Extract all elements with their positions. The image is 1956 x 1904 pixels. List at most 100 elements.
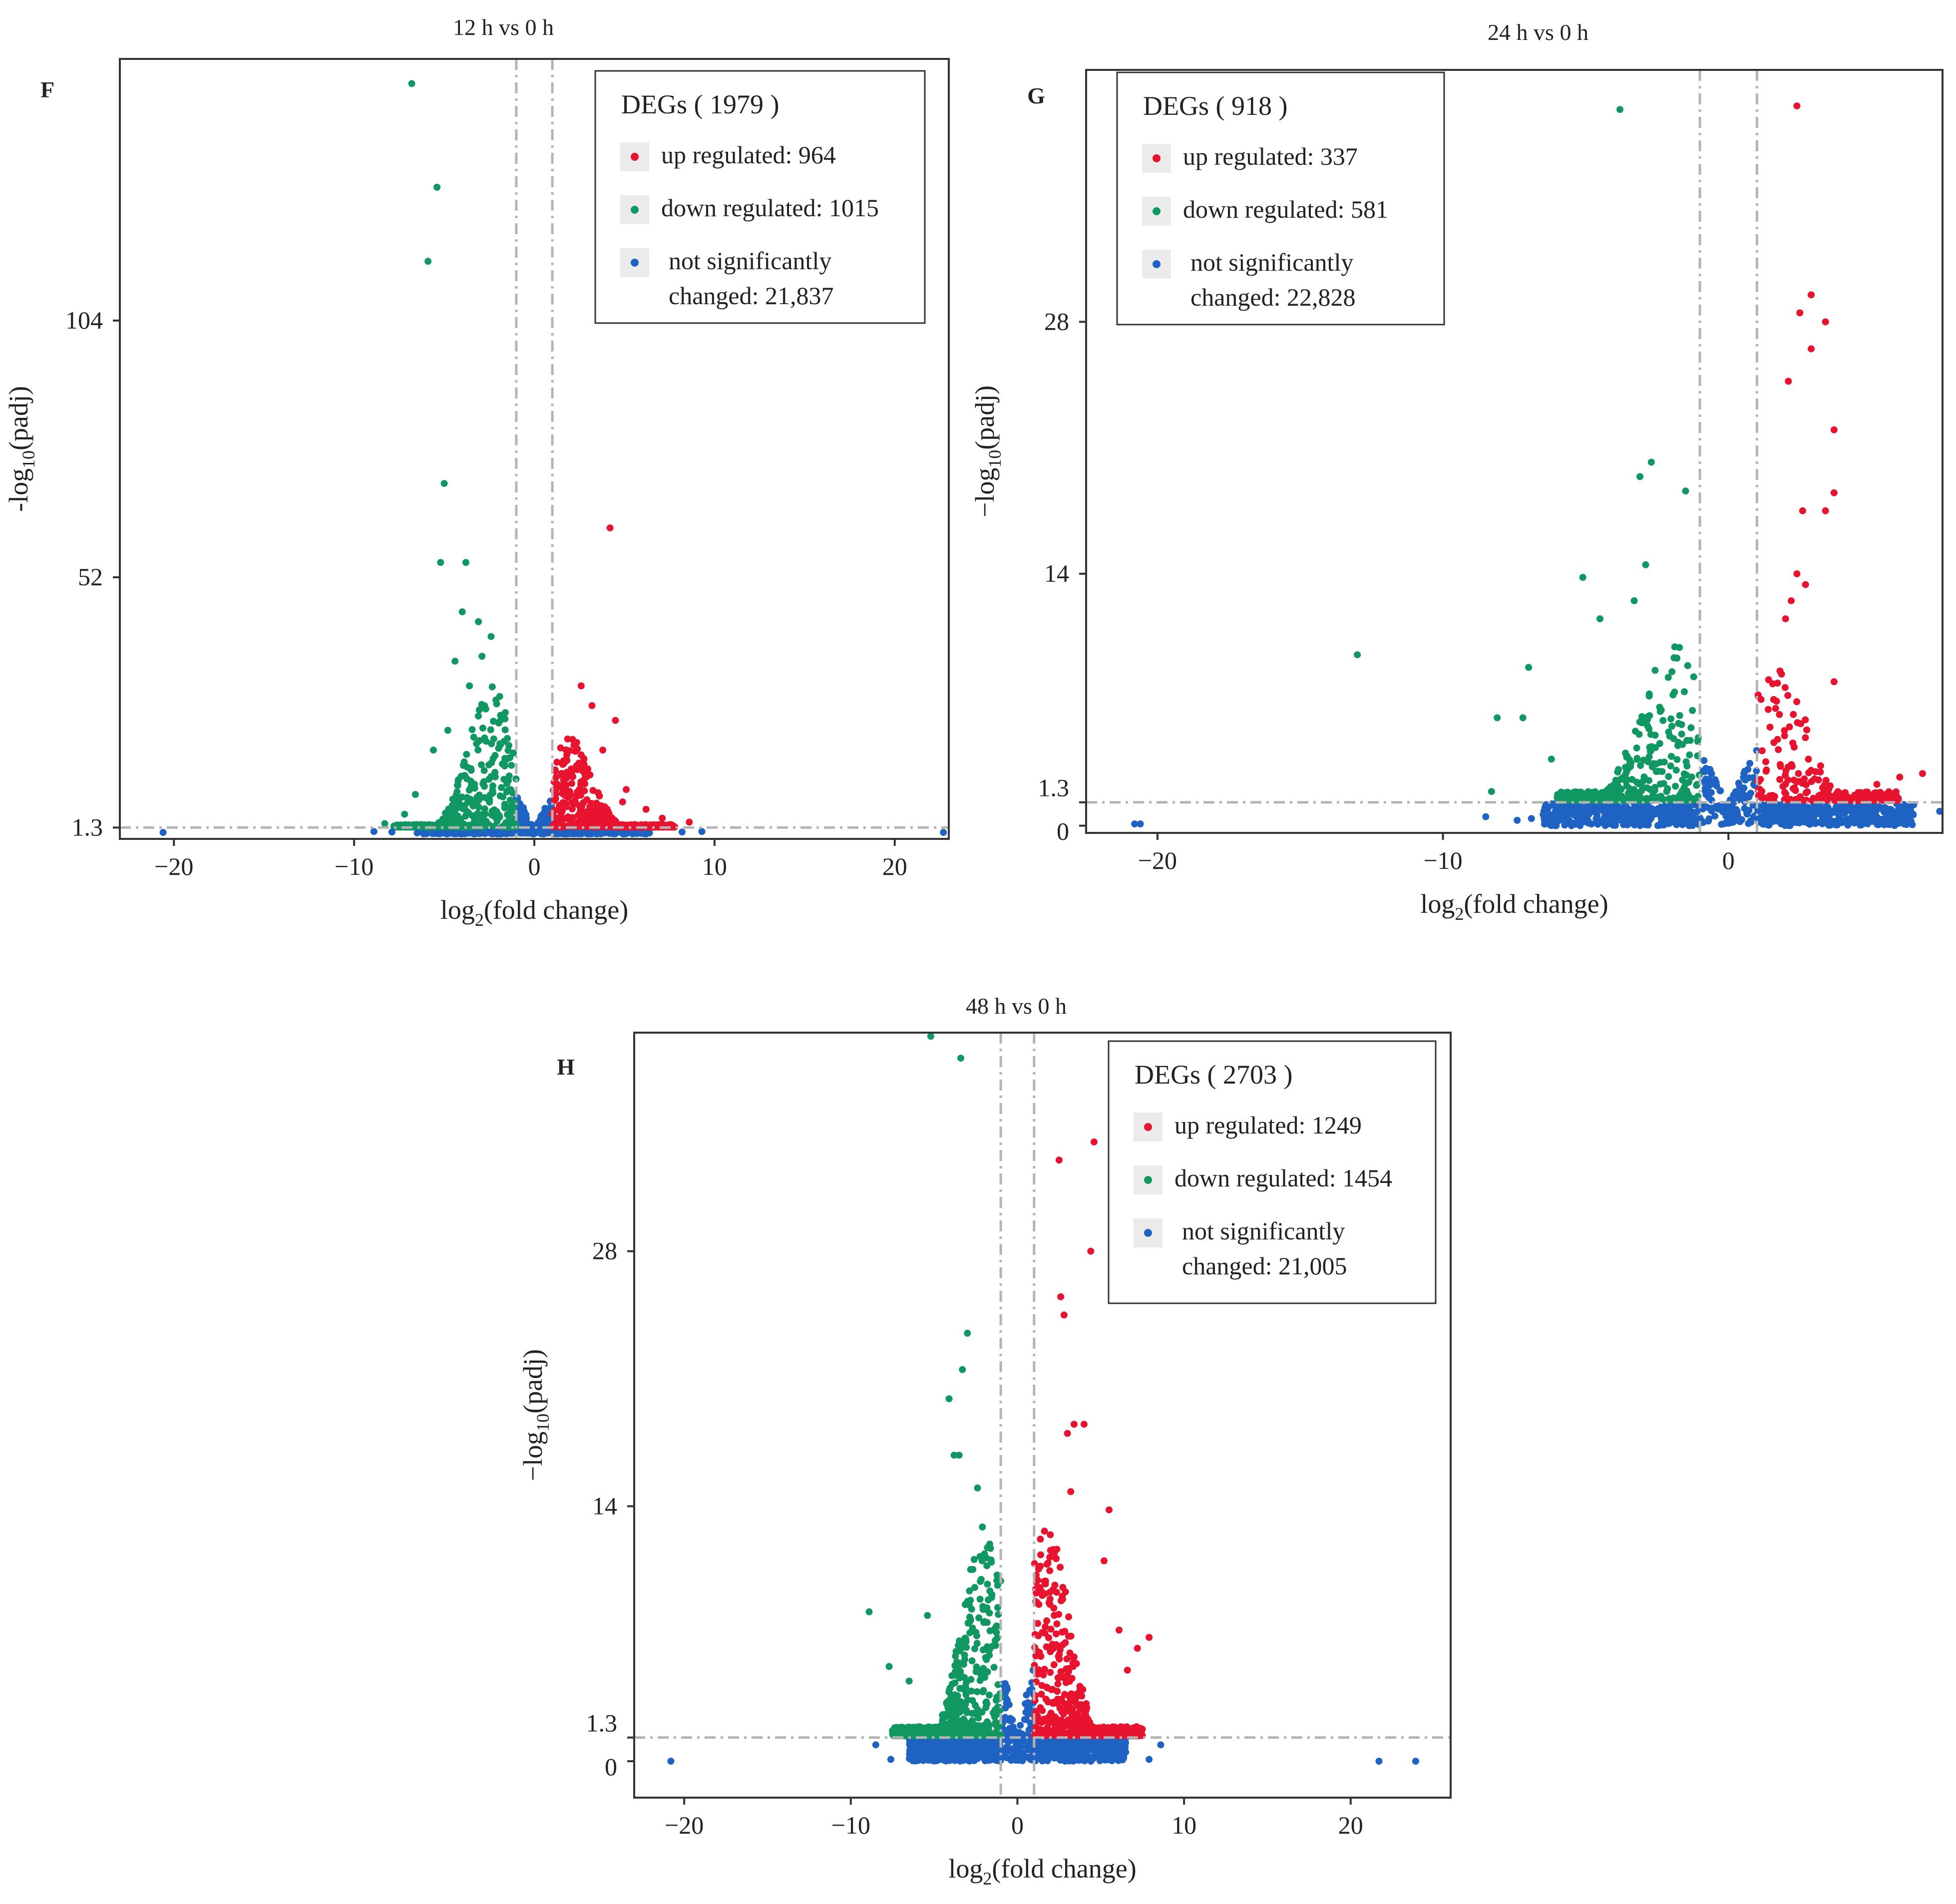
up-point bbox=[1794, 719, 1801, 726]
ns-point bbox=[1099, 1739, 1106, 1746]
up-point bbox=[1877, 789, 1884, 796]
down-point bbox=[1661, 759, 1668, 765]
down-point bbox=[1671, 643, 1678, 650]
ns-point bbox=[1038, 1752, 1045, 1759]
up-point bbox=[1062, 1639, 1069, 1646]
down-point bbox=[475, 618, 482, 625]
ns-point bbox=[1739, 792, 1746, 799]
ns-point bbox=[1762, 806, 1769, 813]
up-point bbox=[560, 771, 567, 778]
up-point bbox=[1776, 776, 1783, 783]
up-point bbox=[1065, 1613, 1072, 1620]
down-point bbox=[1670, 654, 1677, 661]
up-point bbox=[1045, 1559, 1052, 1566]
down-point bbox=[1638, 720, 1645, 727]
up-point bbox=[1874, 781, 1881, 788]
up-point bbox=[596, 792, 603, 799]
x-axis-label: log2(fold change) bbox=[1420, 889, 1608, 924]
x-tick-label: −20 bbox=[1138, 846, 1177, 874]
ns-point bbox=[1105, 1755, 1112, 1762]
ns-point bbox=[1700, 757, 1707, 764]
y-tick-label: 104 bbox=[65, 306, 103, 334]
ns-point bbox=[1623, 807, 1630, 814]
down-point bbox=[1683, 759, 1690, 765]
ns-point bbox=[1617, 806, 1624, 813]
up-point bbox=[1775, 746, 1782, 753]
ns-point bbox=[1859, 816, 1866, 823]
up-point bbox=[1799, 507, 1806, 514]
up-point bbox=[1071, 1653, 1078, 1660]
legend-down-label: down regulated: 581 bbox=[1183, 195, 1388, 223]
up-point bbox=[1793, 570, 1800, 577]
y-tick-label: 14 bbox=[1044, 559, 1069, 587]
up-point bbox=[1776, 711, 1783, 718]
ns-point bbox=[1026, 1702, 1033, 1709]
ns-point bbox=[1718, 805, 1725, 812]
ns-point bbox=[989, 1746, 996, 1753]
ns-point bbox=[1571, 820, 1578, 827]
ns-point bbox=[1736, 783, 1743, 790]
ns-point bbox=[1804, 819, 1811, 826]
ns-point bbox=[1542, 804, 1549, 811]
up-point bbox=[601, 803, 608, 810]
ns-point bbox=[1718, 821, 1725, 828]
up-point bbox=[562, 747, 569, 754]
up-point bbox=[599, 747, 606, 754]
down-point bbox=[504, 787, 511, 794]
down-point bbox=[1623, 776, 1630, 783]
ns-point bbox=[1114, 1752, 1121, 1759]
down-point bbox=[401, 811, 408, 818]
down-point bbox=[485, 762, 492, 768]
y-axis-label-suffix: (padj) bbox=[970, 385, 1000, 450]
up-point bbox=[553, 774, 560, 781]
down-point bbox=[461, 805, 468, 812]
up-point bbox=[1831, 489, 1838, 496]
ns-point bbox=[1081, 1757, 1088, 1764]
up-point bbox=[1781, 733, 1788, 740]
ns-point bbox=[371, 828, 378, 835]
ns-point bbox=[1814, 810, 1821, 817]
ns-point bbox=[1609, 809, 1616, 816]
down-point bbox=[1618, 785, 1625, 792]
down-point bbox=[478, 653, 485, 660]
up-point bbox=[1782, 790, 1789, 797]
up-point bbox=[623, 786, 630, 793]
down-point bbox=[1658, 707, 1665, 714]
ns-point bbox=[1059, 1748, 1066, 1755]
y-tick-label: 1.3 bbox=[1038, 774, 1070, 802]
down-point bbox=[1633, 745, 1640, 752]
down-point bbox=[493, 808, 500, 815]
ns-point bbox=[1766, 818, 1773, 825]
up-point bbox=[1765, 676, 1772, 683]
y-tick-label: 0 bbox=[1057, 817, 1069, 845]
x-tick-label: −20 bbox=[154, 852, 193, 880]
down-point bbox=[1623, 769, 1630, 776]
up-point bbox=[1919, 770, 1926, 777]
down-point bbox=[1690, 673, 1697, 680]
legend-ns-label: not significantly bbox=[669, 247, 831, 275]
ns-point bbox=[1098, 1756, 1105, 1763]
ns-point bbox=[539, 830, 546, 837]
up-point bbox=[1793, 102, 1800, 109]
down-point bbox=[459, 608, 466, 615]
x-tick-label: 0 bbox=[1722, 846, 1735, 874]
down-point bbox=[1652, 732, 1659, 739]
down-point bbox=[1645, 726, 1652, 733]
down-point bbox=[1686, 752, 1693, 759]
up-point bbox=[1825, 786, 1832, 793]
chart-title: 48 h vs 0 h bbox=[966, 993, 1067, 1019]
ns-point bbox=[1783, 810, 1790, 817]
ns-point bbox=[1893, 814, 1900, 821]
ns-point bbox=[1708, 789, 1715, 796]
down-point bbox=[476, 737, 483, 744]
up-point bbox=[1805, 756, 1812, 762]
ns-point bbox=[1565, 806, 1572, 813]
up-point bbox=[1055, 1680, 1062, 1687]
up-point bbox=[1037, 1563, 1044, 1570]
ns-point bbox=[1026, 1687, 1033, 1694]
ns-point bbox=[1086, 1740, 1093, 1747]
legend-up-label: up regulated: 964 bbox=[661, 141, 836, 169]
down-point bbox=[1636, 731, 1643, 738]
down-point bbox=[1596, 615, 1603, 622]
